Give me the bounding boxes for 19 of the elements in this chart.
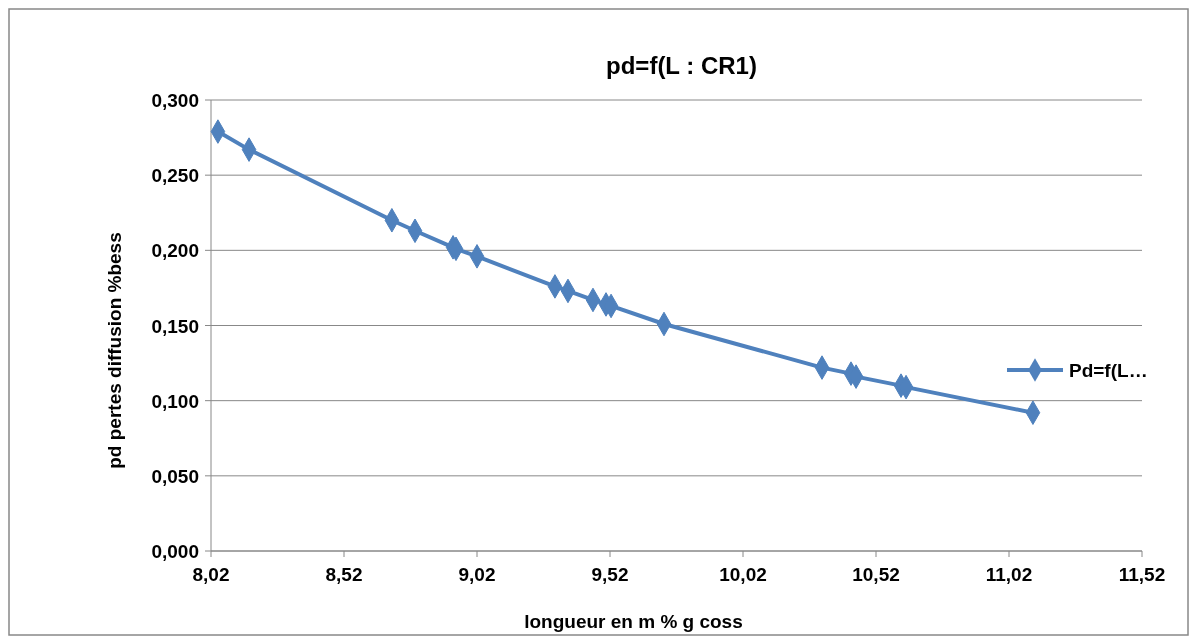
chart-title: pd=f(L : CR1) <box>606 52 757 79</box>
x-tick-label: 11,52 <box>1118 564 1166 585</box>
x-axis-title: longueur en m % g coss <box>524 611 743 632</box>
x-tick-label: 8,02 <box>192 564 230 585</box>
y-tick-label: 0,150 <box>151 315 199 337</box>
y-tick-label: 0,250 <box>151 165 199 187</box>
y-tick-label: 0,100 <box>151 390 199 412</box>
y-tick-label: 0,300 <box>151 90 199 111</box>
legend-label: Pd=f(L… <box>1069 360 1148 381</box>
x-tick-label: 8,52 <box>325 564 363 585</box>
x-tick-label: 10,52 <box>852 564 900 585</box>
y-tick-label: 0,050 <box>151 465 199 487</box>
x-tick-label: 9,52 <box>591 564 629 585</box>
x-tick-label: 9,02 <box>458 564 496 585</box>
y-axis-title: pd pertes diffusion %bess <box>104 232 125 469</box>
x-tick-label: 11,02 <box>985 564 1033 585</box>
y-tick-label: 0,200 <box>151 240 199 262</box>
y-tick-label: 0,000 <box>151 541 199 562</box>
x-tick-label: 10,02 <box>719 564 767 585</box>
